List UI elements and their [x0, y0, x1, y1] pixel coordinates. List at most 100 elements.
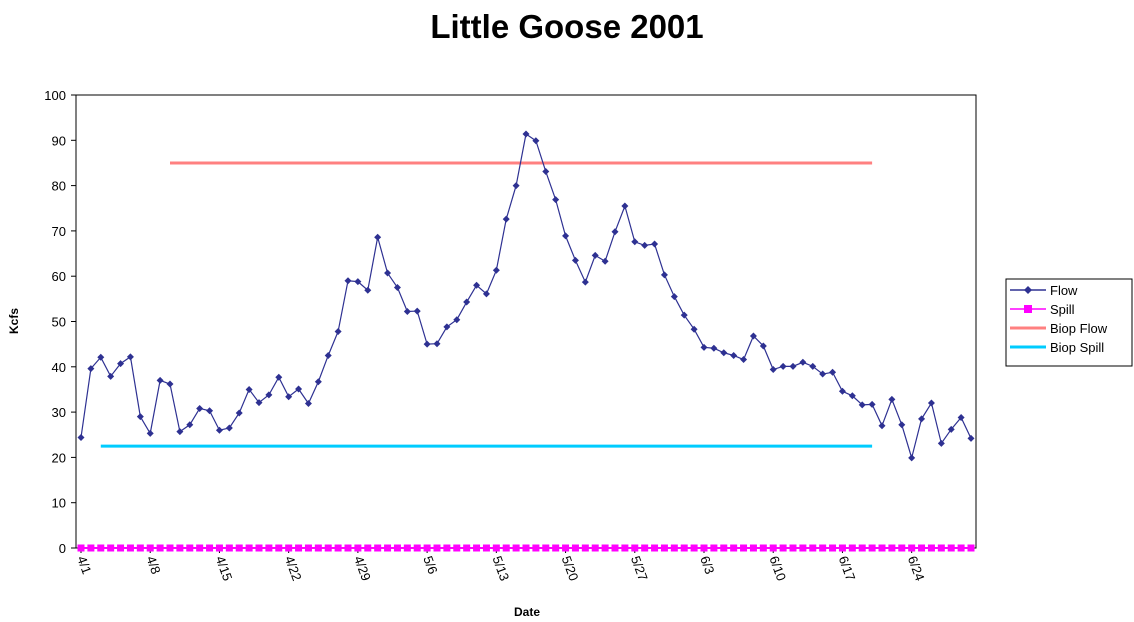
spill-point: [542, 544, 550, 552]
flow-point: [957, 414, 965, 422]
y-tick-label: 60: [52, 269, 66, 284]
flow-point: [660, 271, 668, 279]
flow-point: [443, 323, 451, 331]
spill-point: [927, 544, 935, 552]
flow-point: [848, 392, 856, 400]
flow-point: [433, 340, 441, 348]
spill-point: [720, 544, 728, 552]
spill-point: [888, 544, 896, 552]
flow-point: [542, 168, 550, 176]
flow-point: [631, 238, 639, 246]
spill-point: [384, 544, 392, 552]
spill-point: [354, 544, 362, 552]
spill-point: [651, 544, 659, 552]
spill-point: [463, 544, 471, 552]
spill-point: [838, 544, 846, 552]
flow-point: [285, 393, 293, 401]
y-tick-label: 100: [44, 88, 66, 103]
spill-point: [473, 544, 481, 552]
flow-point: [304, 399, 312, 407]
spill-point: [621, 544, 629, 552]
spill-point: [571, 544, 579, 552]
flow-point: [482, 290, 490, 298]
spill-point: [196, 544, 204, 552]
spill-point: [631, 544, 639, 552]
y-tick-label: 10: [52, 496, 66, 511]
flow-point: [77, 433, 85, 441]
flow-point: [829, 368, 837, 376]
flow-point: [947, 425, 955, 433]
flow-point: [759, 342, 767, 350]
flow-point: [97, 353, 105, 361]
x-axis-label: Date: [514, 605, 540, 619]
spill-point: [374, 544, 382, 552]
spill-point: [690, 544, 698, 552]
flow-point: [838, 387, 846, 395]
spill-point: [314, 544, 322, 552]
spill-point: [730, 544, 738, 552]
spill-point: [156, 544, 164, 552]
spill-point: [107, 544, 115, 552]
flow-point: [888, 395, 896, 403]
legend-marker: [1024, 286, 1032, 294]
flow-point: [819, 370, 827, 378]
spill-point: [779, 544, 787, 552]
flow-point: [225, 424, 233, 432]
x-tick-label: 6/24: [905, 554, 928, 583]
spill-point: [295, 544, 303, 552]
flow-point: [245, 385, 253, 393]
x-tick-label: 4/22: [282, 554, 305, 583]
spill-point: [799, 544, 807, 552]
spill-point: [680, 544, 688, 552]
flow-point: [730, 351, 738, 359]
legend-label: Flow: [1050, 283, 1078, 298]
plot-area: [75, 94, 977, 549]
legend-label: Spill: [1050, 302, 1075, 317]
flow-point: [324, 351, 332, 359]
flow-point: [868, 400, 876, 408]
flow-point: [581, 278, 589, 286]
x-tick-label: 6/17: [836, 554, 859, 583]
spill-point: [453, 544, 461, 552]
flow-point: [651, 240, 659, 248]
legend-marker: [1024, 305, 1032, 313]
flow-point: [522, 130, 530, 138]
x-tick-label: 5/27: [628, 554, 651, 583]
flow-point: [334, 327, 342, 335]
spill-point: [235, 544, 243, 552]
flow-point: [423, 340, 431, 348]
spill-point: [878, 544, 886, 552]
flow-point: [769, 366, 777, 374]
spill-point: [562, 544, 570, 552]
spill-point: [117, 544, 125, 552]
spill-point: [700, 544, 708, 552]
spill-point: [858, 544, 866, 552]
spill-point: [601, 544, 609, 552]
spill-point: [819, 544, 827, 552]
spill-point: [829, 544, 837, 552]
y-tick-label: 30: [52, 405, 66, 420]
flow-point: [799, 358, 807, 366]
y-tick-label: 70: [52, 224, 66, 239]
y-tick-label: 90: [52, 133, 66, 148]
y-axis-label: Kcfs: [7, 308, 21, 334]
spill-point: [740, 544, 748, 552]
flow-point: [700, 343, 708, 351]
spill-point: [77, 544, 85, 552]
spill-point: [334, 544, 342, 552]
spill-point: [87, 544, 95, 552]
flow-point: [611, 228, 619, 236]
x-tick-label: 4/29: [351, 554, 374, 583]
spill-point: [423, 544, 431, 552]
flow-point: [453, 316, 461, 324]
flow-point: [918, 415, 926, 423]
x-tick-label: 5/6: [420, 554, 440, 576]
spill-point: [591, 544, 599, 552]
spill-point: [225, 544, 233, 552]
flow-point: [937, 439, 945, 447]
x-tick-label: 4/8: [143, 554, 163, 576]
flow-point: [275, 373, 283, 381]
spill-point: [255, 544, 263, 552]
spill-point: [492, 544, 500, 552]
